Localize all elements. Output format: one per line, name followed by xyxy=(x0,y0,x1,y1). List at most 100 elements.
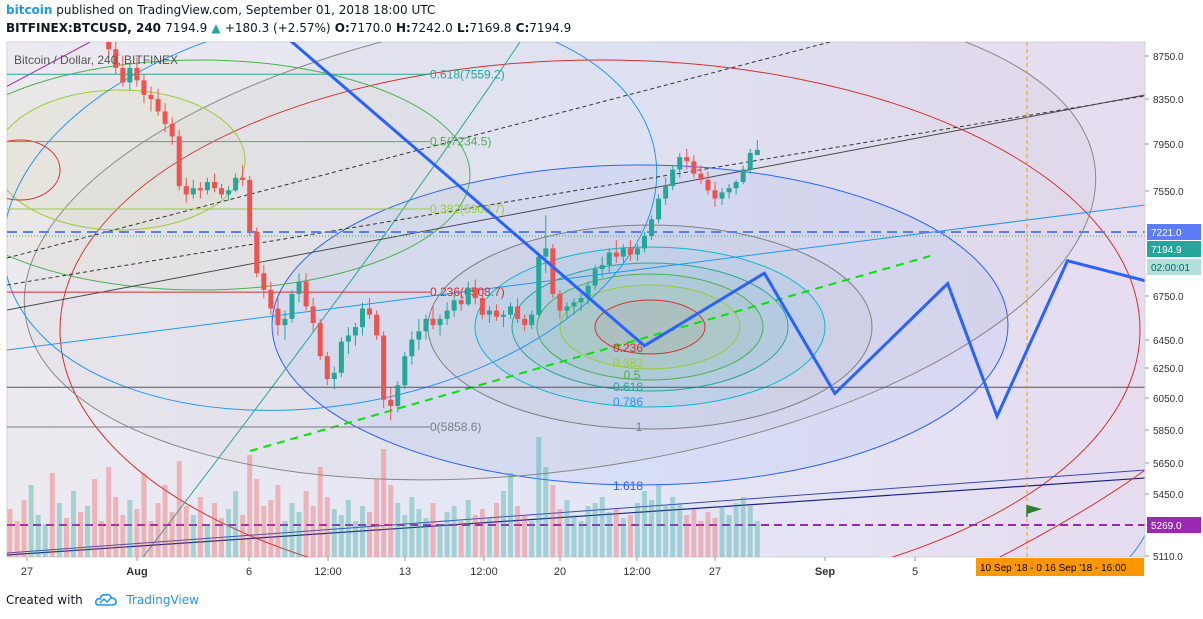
candle-body[interactable] xyxy=(148,94,154,100)
candle-body[interactable] xyxy=(162,111,168,124)
candle-body[interactable] xyxy=(282,318,288,326)
candle-body[interactable] xyxy=(106,0,112,50)
candle-body[interactable] xyxy=(642,235,647,249)
candle-body[interactable] xyxy=(310,306,316,324)
candle-body[interactable] xyxy=(472,287,478,299)
candle-body[interactable] xyxy=(733,181,739,189)
candle-body[interactable] xyxy=(508,306,514,315)
candle-body[interactable] xyxy=(620,248,626,257)
candle-body[interactable] xyxy=(395,385,401,406)
candle-body[interactable] xyxy=(515,306,521,319)
candle-body[interactable] xyxy=(254,231,260,274)
candle-body[interactable] xyxy=(627,248,633,255)
candle-body[interactable] xyxy=(176,136,182,187)
tradingview-link[interactable]: TradingView xyxy=(126,593,199,607)
candle-body[interactable] xyxy=(670,169,676,187)
flag-icon[interactable] xyxy=(1027,505,1042,514)
candle-body[interactable] xyxy=(233,177,239,191)
candle-body[interactable] xyxy=(204,181,210,191)
candle-body[interactable] xyxy=(268,289,274,309)
candle-body[interactable] xyxy=(345,335,351,342)
candle-body[interactable] xyxy=(501,314,506,317)
candle-body[interactable] xyxy=(649,219,655,236)
candle-body[interactable] xyxy=(557,293,563,311)
candle-body[interactable] xyxy=(486,310,492,315)
volume-bar xyxy=(472,515,478,557)
candle-body[interactable] xyxy=(338,341,344,373)
candle-body[interactable] xyxy=(190,188,196,195)
candle-body[interactable] xyxy=(416,331,422,340)
candle-body[interactable] xyxy=(613,252,619,257)
candle-body[interactable] xyxy=(360,308,365,328)
candle-body[interactable] xyxy=(367,308,373,315)
candle-body[interactable] xyxy=(684,157,690,162)
candle-body[interactable] xyxy=(226,190,232,195)
candle-body[interactable] xyxy=(592,269,598,286)
candle-body[interactable] xyxy=(183,186,189,195)
candle-body[interactable] xyxy=(289,293,295,319)
candle-body[interactable] xyxy=(606,252,612,265)
candle-body[interactable] xyxy=(543,248,549,257)
candle-body[interactable] xyxy=(726,188,732,193)
candle-body[interactable] xyxy=(134,67,140,81)
candle-body[interactable] xyxy=(127,67,133,83)
candle-body[interactable] xyxy=(656,198,662,220)
candle-body[interactable] xyxy=(113,49,119,68)
candle-body[interactable] xyxy=(324,356,330,380)
candle-body[interactable] xyxy=(564,306,570,311)
candle-body[interactable] xyxy=(571,302,577,307)
candle-body[interactable] xyxy=(465,287,471,305)
candle-body[interactable] xyxy=(409,339,415,357)
candle-body[interactable] xyxy=(141,80,147,95)
candle-body[interactable] xyxy=(240,177,246,180)
candle-body[interactable] xyxy=(444,310,450,319)
candle-body[interactable] xyxy=(705,179,711,191)
candle-body[interactable] xyxy=(578,298,584,303)
candle-body[interactable] xyxy=(536,256,542,315)
candle-body[interactable] xyxy=(197,188,203,191)
author-link[interactable]: bitcoin xyxy=(6,3,53,17)
candle-body[interactable] xyxy=(331,372,337,380)
candle-body[interactable] xyxy=(599,264,605,270)
candle-body[interactable] xyxy=(691,161,697,174)
candle-body[interactable] xyxy=(585,285,591,299)
candle-body[interactable] xyxy=(211,181,217,189)
candle-body[interactable] xyxy=(522,318,528,326)
candle-body[interactable] xyxy=(261,273,267,290)
candle-body[interactable] xyxy=(529,314,535,326)
price-tick-label: 6750.0 xyxy=(1153,292,1184,303)
candle-body[interactable] xyxy=(423,318,429,332)
candle-body[interactable] xyxy=(663,186,669,199)
candle-body[interactable] xyxy=(430,318,436,326)
candle-body[interactable] xyxy=(712,190,718,199)
candle-body[interactable] xyxy=(381,335,387,400)
candle-body[interactable] xyxy=(634,248,640,255)
candle-body[interactable] xyxy=(747,152,753,170)
candle-body[interactable] xyxy=(374,314,380,336)
candle-body[interactable] xyxy=(247,179,253,232)
candle-body[interactable] xyxy=(458,300,464,305)
candle-body[interactable] xyxy=(275,308,281,326)
candle-body[interactable] xyxy=(493,310,499,317)
candle-body[interactable] xyxy=(352,327,358,336)
candle-body[interactable] xyxy=(437,318,443,326)
candle-body[interactable] xyxy=(479,298,485,315)
candle-body[interactable] xyxy=(317,323,323,357)
candle-body[interactable] xyxy=(451,300,457,311)
candle-body[interactable] xyxy=(296,281,302,294)
candle-body[interactable] xyxy=(120,67,126,83)
candle-body[interactable] xyxy=(677,157,683,170)
candle-body[interactable] xyxy=(303,281,309,307)
candle-body[interactable] xyxy=(169,123,175,137)
candle-body[interactable] xyxy=(719,192,725,199)
candle-body[interactable] xyxy=(698,173,704,180)
candle-body[interactable] xyxy=(550,248,556,294)
candle-body[interactable] xyxy=(219,188,224,195)
candle-body[interactable] xyxy=(155,99,161,112)
candle-body[interactable] xyxy=(754,149,760,156)
candle-body[interactable] xyxy=(402,356,408,386)
zigzag-pattern[interactable] xyxy=(10,0,1203,421)
candle-body[interactable] xyxy=(740,169,746,182)
candle-body[interactable] xyxy=(388,399,394,406)
